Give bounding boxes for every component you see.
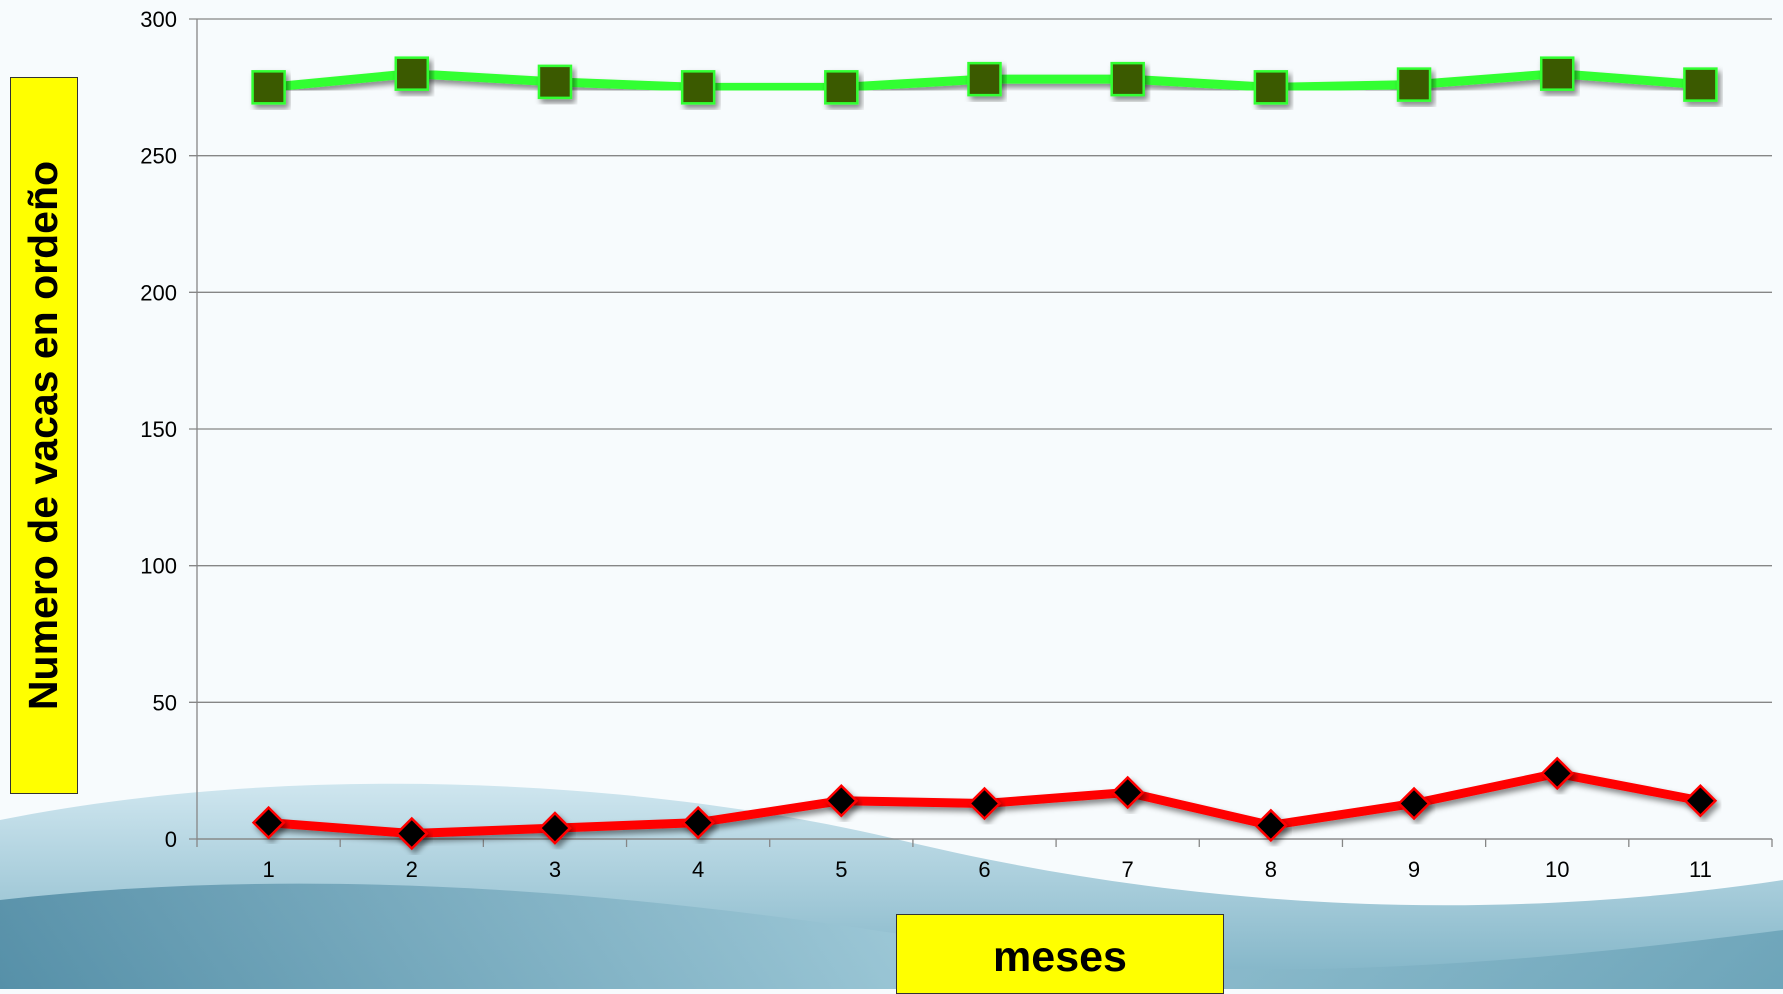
x-tick-label-6: 6	[978, 857, 990, 882]
x-tick-label-1: 1	[262, 857, 274, 882]
x-tick-label-3: 3	[549, 857, 561, 882]
series-1-point-2	[394, 56, 430, 91]
series-1-point-3	[537, 64, 573, 100]
series-2	[251, 756, 1718, 851]
series-2-point-5	[824, 783, 859, 818]
axes	[196, 19, 1773, 847]
y-tick-label-250: 250	[140, 144, 177, 169]
x-tick-label-8: 8	[1265, 857, 1277, 882]
y-tick-labels: 0 50 100 150 200 250 300	[140, 7, 177, 852]
x-tick-label-10: 10	[1545, 857, 1569, 882]
y-tick-label-300: 300	[140, 7, 177, 32]
x-tick-label-2: 2	[406, 857, 418, 882]
series-layer	[251, 56, 1718, 851]
series-1-point-11	[1683, 67, 1718, 102]
x-tick-label-7: 7	[1122, 857, 1134, 882]
y-axis-title: Numero de vacas en ordeño	[20, 160, 67, 711]
x-tick-label-4: 4	[692, 857, 704, 882]
series-1-point-9	[1396, 67, 1432, 102]
y-tick-label-0: 0	[165, 827, 177, 852]
series-1-point-7	[1110, 61, 1145, 97]
series-2-point-9	[1397, 786, 1431, 821]
x-axis-title-box: meses	[896, 914, 1224, 994]
series-1-point-10	[1539, 56, 1575, 91]
y-tick-label-100: 100	[140, 554, 177, 579]
y-tick-label-200: 200	[140, 280, 177, 305]
x-tick-labels: 1 2 3 4 5 6 7 8 9 10 11	[262, 857, 1711, 882]
x-tick-label-9: 9	[1408, 857, 1420, 882]
series-2-point-8	[1254, 808, 1288, 843]
series-2-point-4	[681, 805, 715, 840]
x-tick-label-5: 5	[835, 857, 847, 882]
x-tick-label-11: 11	[1689, 857, 1712, 882]
series-2-point-11	[1683, 783, 1718, 818]
series-1-point-1	[251, 70, 286, 105]
y-axis-title-box: Numero de vacas en ordeño	[10, 77, 78, 794]
series-2-point-6	[967, 786, 1002, 821]
y-tick-label-150: 150	[140, 417, 177, 442]
series-1-point-6	[967, 61, 1002, 97]
x-axis-title: meses	[993, 933, 1127, 981]
series-1	[251, 56, 1718, 105]
series-1-point-8	[1253, 70, 1289, 105]
series-2-point-1	[251, 805, 286, 840]
y-tick-label-50: 50	[153, 690, 177, 715]
series-2-point-7	[1110, 775, 1145, 810]
gridlines	[189, 18, 1772, 840]
series-1-point-5	[824, 70, 859, 105]
series-1-point-4	[680, 70, 716, 105]
series-2-point-2	[395, 816, 429, 851]
series-2-point-3	[538, 811, 572, 845]
series-2-point-10	[1540, 756, 1574, 791]
